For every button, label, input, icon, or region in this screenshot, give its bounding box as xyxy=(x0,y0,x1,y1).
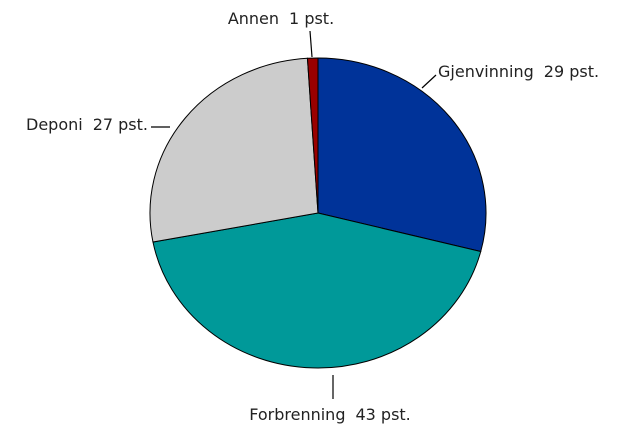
value-label: 1 pst. xyxy=(289,9,334,28)
slice-label: Annen 1 pst. xyxy=(228,9,334,28)
category-label: Forbrenning xyxy=(249,405,345,424)
value-label: 29 pst. xyxy=(544,62,599,81)
category-label: Annen xyxy=(228,9,279,28)
value-label: 43 pst. xyxy=(355,405,410,424)
slice-label: Gjenvinning 29 pst. xyxy=(438,62,599,81)
slice-label: Deponi 27 pst. xyxy=(26,115,148,134)
value-label: 27 pst. xyxy=(93,115,148,134)
pie-slice xyxy=(306,57,319,214)
leader-line xyxy=(421,74,437,89)
leader-line xyxy=(309,30,313,58)
pie-slice xyxy=(149,57,319,243)
category-label: Deponi xyxy=(26,115,83,134)
category-label: Gjenvinning xyxy=(438,62,534,81)
pie-slice xyxy=(317,57,487,253)
pie-slice xyxy=(152,212,482,369)
slice-label: Forbrenning 43 pst. xyxy=(249,405,411,424)
